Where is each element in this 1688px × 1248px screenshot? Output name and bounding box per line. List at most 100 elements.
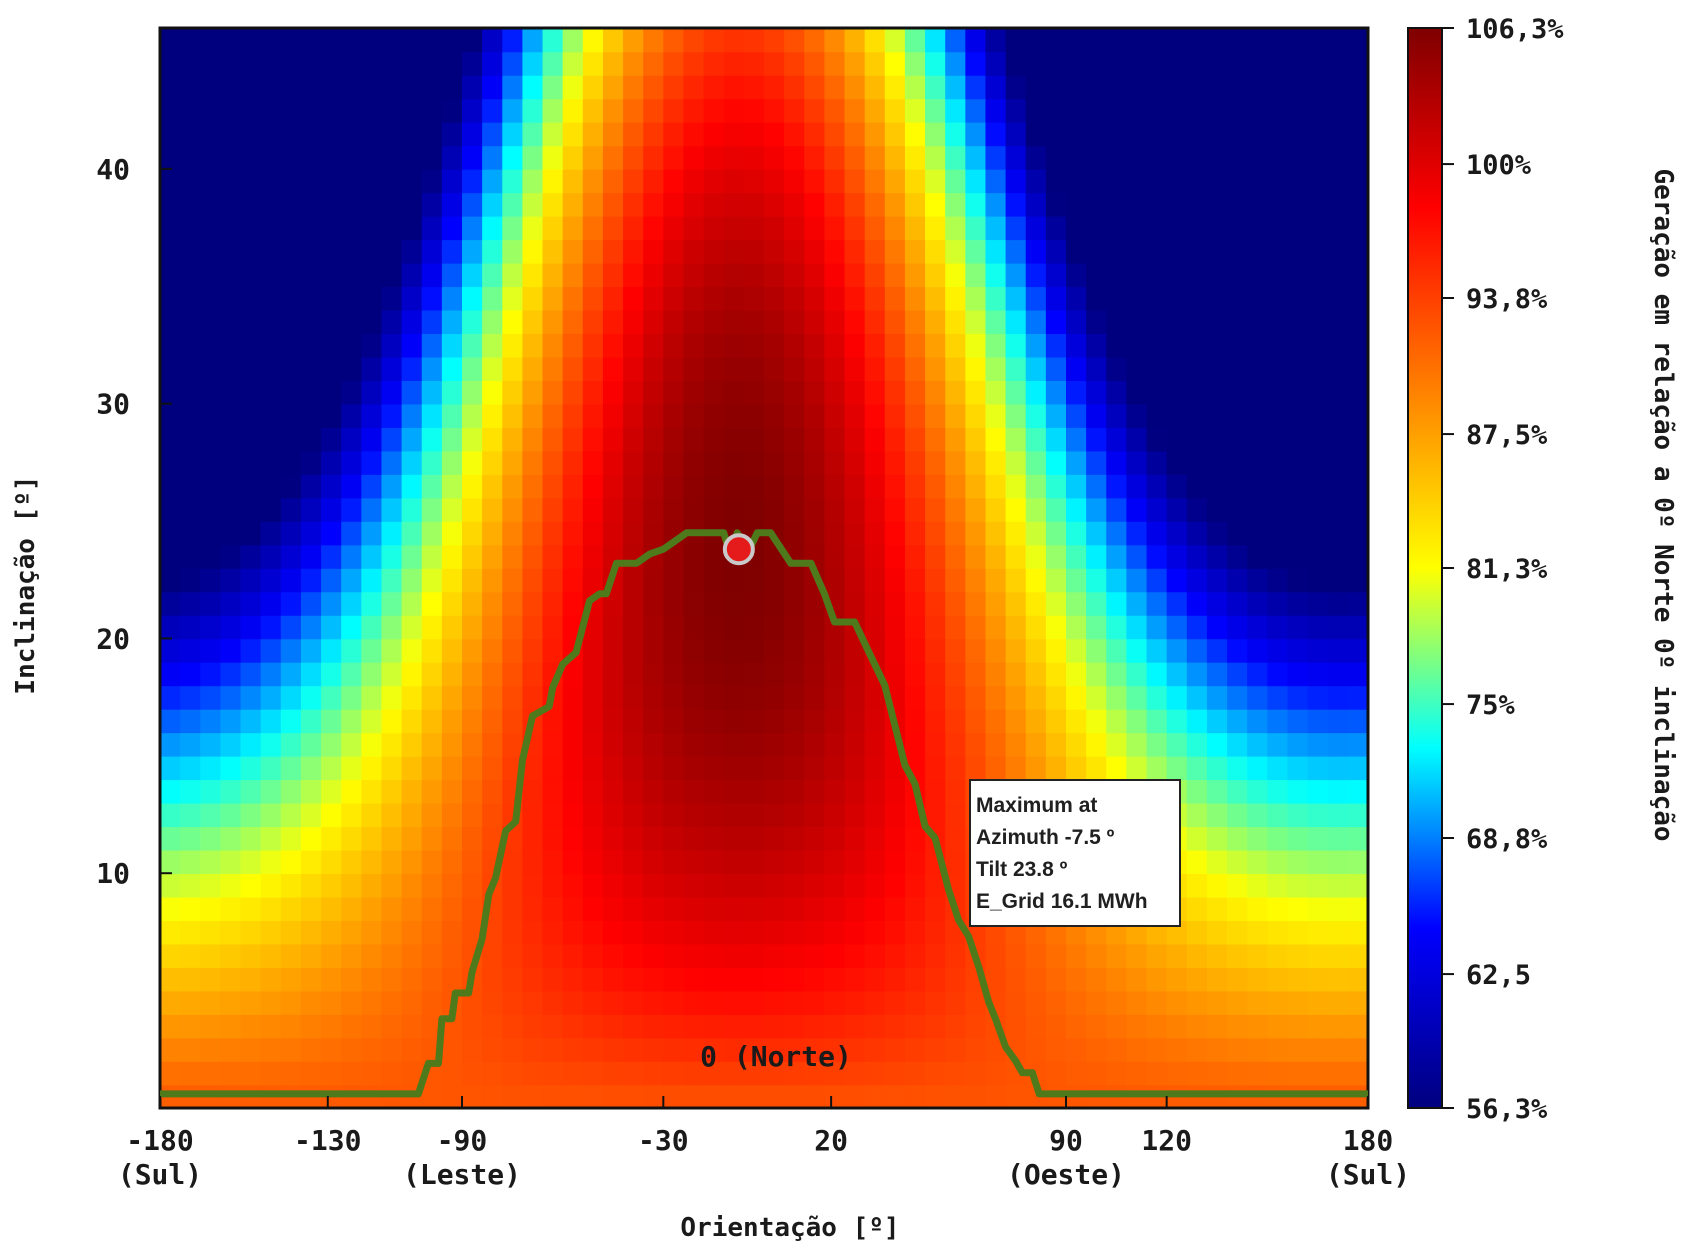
heatmap-cell: [703, 309, 725, 335]
heatmap-cell: [1206, 896, 1228, 921]
heatmap-cell: [663, 732, 685, 757]
heatmap-cell: [421, 380, 443, 405]
heatmap-cell: [723, 1037, 745, 1062]
heatmap-cell: [764, 74, 785, 100]
heatmap-cell: [965, 380, 987, 405]
heatmap-cell: [280, 309, 302, 335]
heatmap-cell: [522, 943, 544, 968]
annotation-box: [969, 779, 1181, 927]
heatmap-cell: [462, 614, 483, 640]
heatmap-cell: [683, 309, 705, 335]
heatmap-cell: [784, 1037, 806, 1062]
heatmap-cell: [1267, 192, 1289, 217]
heatmap-cell: [985, 474, 1007, 499]
heatmap-cell: [220, 873, 242, 898]
heatmap-cell: [663, 755, 685, 781]
heatmap-cell: [482, 333, 504, 358]
heatmap-cell: [542, 121, 564, 147]
heatmap-cell: [743, 638, 765, 663]
heatmap-cell: [280, 990, 302, 1015]
heatmap-cell: [804, 873, 826, 898]
heatmap-cell: [200, 215, 222, 241]
heatmap-cell: [602, 990, 624, 1015]
heatmap-cell: [824, 192, 846, 217]
heatmap-cell: [401, 920, 423, 945]
heatmap-cell: [824, 309, 846, 335]
heatmap-cell: [341, 427, 363, 452]
heatmap-cell: [1347, 497, 1368, 522]
heatmap-cell: [421, 708, 443, 734]
heatmap-cell: [1287, 1037, 1309, 1062]
heatmap-cell: [764, 849, 785, 875]
heatmap-cell: [321, 121, 342, 147]
heatmap-cell: [1307, 873, 1329, 898]
heatmap-cell: [904, 474, 926, 499]
heatmap-cell: [602, 920, 624, 945]
heatmap-cell: [643, 920, 665, 945]
heatmap-cell: [1086, 755, 1108, 781]
heatmap-cell: [401, 51, 423, 76]
heatmap-cell: [683, 333, 705, 358]
heatmap-cell: [260, 215, 282, 241]
heatmap-cell: [562, 1014, 584, 1039]
heatmap-cell: [1347, 779, 1368, 804]
heatmap-cell: [1247, 896, 1269, 921]
heatmap-cell: [1206, 755, 1228, 781]
heatmap-cell: [804, 1014, 826, 1039]
heatmap-cell: [683, 990, 705, 1015]
heatmap-cell: [441, 544, 463, 569]
heatmap-cell: [945, 521, 967, 546]
heatmap-cell: [1126, 685, 1148, 710]
heatmap-cell: [462, 309, 483, 335]
x-axis-title: Orientação [º]: [680, 1213, 899, 1243]
heatmap-cell: [300, 873, 322, 898]
heatmap-cell: [1327, 403, 1349, 428]
heatmap-cell: [220, 239, 242, 264]
heatmap-cell: [1045, 568, 1067, 593]
heatmap-cell: [1025, 755, 1047, 781]
heatmap-cell: [743, 28, 765, 53]
heatmap-cell: [824, 1014, 846, 1039]
heatmap-cell: [864, 215, 886, 241]
heatmap-cell: [441, 1037, 463, 1062]
heatmap-cell: [844, 333, 866, 358]
heatmap-cell: [703, 1014, 725, 1039]
heatmap-cell: [1347, 568, 1368, 593]
heatmap-cell: [904, 920, 926, 945]
heatmap-cell: [582, 309, 604, 335]
heatmap-cell: [623, 1014, 644, 1039]
heatmap-cell: [602, 849, 624, 875]
heatmap-cell: [220, 826, 242, 851]
heatmap-cell: [1106, 286, 1128, 311]
heatmap-cell: [401, 614, 423, 640]
heatmap-cell: [562, 239, 584, 264]
heatmap-cell: [341, 849, 363, 875]
heatmap-cell: [1227, 427, 1248, 452]
heatmap-cell: [522, 427, 544, 452]
heatmap-cell: [200, 896, 222, 921]
heatmap-cell: [764, 614, 785, 640]
heatmap-cell: [804, 356, 826, 381]
heatmap-cell: [421, 427, 443, 452]
heatmap-cell: [1347, 1014, 1368, 1039]
heatmap-cell: [1227, 1037, 1248, 1062]
heatmap-cell: [542, 450, 564, 475]
heatmap-cell: [884, 333, 906, 358]
heatmap-cell: [925, 74, 946, 100]
heatmap-cell: [743, 1014, 765, 1039]
heatmap-cell: [1025, 1037, 1047, 1062]
heatmap-cell: [260, 286, 282, 311]
heatmap-cell: [1327, 568, 1349, 593]
heatmap-cell: [1206, 521, 1228, 546]
heatmap-cell: [1307, 286, 1329, 311]
heatmap-cell: [945, 755, 967, 781]
heatmap-cell: [884, 427, 906, 452]
heatmap-cell: [1327, 826, 1349, 851]
heatmap-cell: [260, 497, 282, 522]
heatmap-cell: [683, 1037, 705, 1062]
heatmap-cell: [1267, 74, 1289, 100]
heatmap-cell: [300, 568, 322, 593]
heatmap-cell: [542, 779, 564, 804]
heatmap-cell: [602, 403, 624, 428]
heatmap-cell: [1307, 826, 1329, 851]
